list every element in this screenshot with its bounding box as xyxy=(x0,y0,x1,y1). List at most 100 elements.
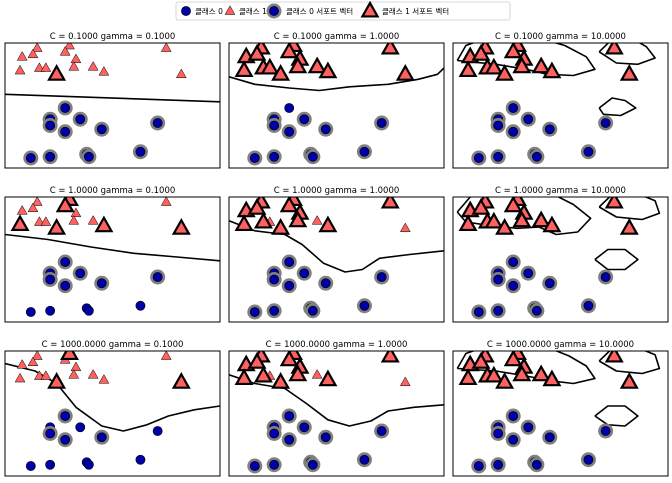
class0-support-vector xyxy=(266,272,282,287)
class1-point xyxy=(40,216,52,226)
class0-support-vector xyxy=(520,111,536,127)
class1-support-vector xyxy=(503,197,523,213)
subplot: C = 1000.0000 gamma = 0.1000 xyxy=(4,340,221,477)
class1-point xyxy=(40,370,52,380)
class0-support-vector xyxy=(598,115,614,131)
axes-frame xyxy=(228,196,445,323)
class0-support-vector xyxy=(580,298,596,314)
class1-support-vector xyxy=(604,351,624,363)
class0-support-vector xyxy=(296,419,312,435)
class1-support-vector xyxy=(253,365,273,383)
class1-point xyxy=(31,197,43,206)
class0-support-vector xyxy=(505,278,521,294)
class1-point xyxy=(70,207,82,218)
class0-point xyxy=(152,426,163,436)
class1-point xyxy=(98,66,110,76)
class1-support-vector xyxy=(619,64,639,81)
class1-support-vector xyxy=(471,198,491,215)
class0-support-vector xyxy=(42,272,58,287)
class1-support-vector xyxy=(234,60,254,78)
class1-support-vector xyxy=(318,369,338,387)
class0-support-vector xyxy=(94,275,110,291)
class0-support-vector xyxy=(520,419,536,435)
class0-support-vector xyxy=(505,124,521,140)
class1-support-vector xyxy=(619,218,639,235)
class1-point xyxy=(68,215,80,225)
class0-point xyxy=(83,459,94,470)
decision-boundary xyxy=(594,405,639,427)
class1-support-vector xyxy=(458,60,478,78)
class1-point xyxy=(27,202,39,213)
class1-support-vector xyxy=(247,352,267,369)
class0-support-vector xyxy=(57,432,73,448)
decision-boundary xyxy=(598,351,661,375)
class1-support-vector xyxy=(234,214,254,232)
class0-support-vector xyxy=(57,278,73,294)
class1-support-vector xyxy=(47,218,67,235)
class0-point xyxy=(45,459,56,470)
class1-support-vector xyxy=(288,56,308,74)
class1-point xyxy=(311,215,323,225)
class1-point xyxy=(160,351,172,360)
class0-support-vector xyxy=(529,303,545,319)
class0-support-vector xyxy=(57,124,73,140)
class1-support-vector xyxy=(171,218,191,235)
class0-support-vector xyxy=(356,452,372,468)
class1-support-vector xyxy=(47,64,67,81)
class1-support-vector xyxy=(380,197,400,209)
decision-boundary xyxy=(229,67,444,92)
class0-support-vector xyxy=(490,118,506,133)
class0-support-vector xyxy=(490,426,506,441)
class0-support-vector xyxy=(247,304,263,320)
class1-point xyxy=(175,68,187,79)
legend-frame xyxy=(175,1,511,21)
axes-frame xyxy=(452,196,669,323)
class0-support-vector xyxy=(281,432,297,448)
class1-support-vector xyxy=(495,218,515,235)
class1-point xyxy=(31,351,43,360)
class0-point xyxy=(135,454,146,465)
class1-support-vector xyxy=(495,372,515,389)
class1-support-vector xyxy=(234,368,254,386)
class0-point xyxy=(45,305,56,316)
legend-item: 클래스 0 서포트 벡터 xyxy=(266,3,353,19)
class0-support-vector xyxy=(356,144,372,160)
class0-support-vector xyxy=(281,124,297,140)
class1-support-vector xyxy=(288,210,308,228)
class0-support-vector xyxy=(247,150,263,166)
class0-support-vector xyxy=(94,121,110,137)
class1-support-vector xyxy=(495,64,515,81)
class0-support-vector xyxy=(266,149,282,165)
legend-label: 클래스 0 xyxy=(195,7,223,16)
class0-support-vector xyxy=(57,100,73,116)
class1-support-vector xyxy=(471,44,491,61)
class1-point xyxy=(87,215,99,225)
class1-point xyxy=(27,48,39,59)
class1-support-vector xyxy=(318,215,338,233)
legend-item: 클래스 1 xyxy=(224,5,267,16)
class0-support-vector xyxy=(356,298,372,314)
class1-support-vector xyxy=(288,364,308,382)
axes-frame xyxy=(452,42,669,169)
legend-label: 클래스 1 서포트 벡터 xyxy=(382,7,449,16)
class1-support-vector xyxy=(380,351,400,363)
class1-point xyxy=(160,43,172,52)
decision-boundary xyxy=(598,43,656,66)
subplot-title: C = 1000.0000 gamma = 10.0000 xyxy=(487,340,634,350)
class1-support-vector xyxy=(271,372,291,389)
class1-support-vector xyxy=(395,64,415,81)
subplot: C = 0.1000 gamma = 1.0000 xyxy=(228,32,445,169)
class1-point xyxy=(87,61,99,71)
subplot: C = 1.0000 gamma = 0.1000 xyxy=(4,186,221,323)
decision-boundary xyxy=(5,93,220,103)
class1-support-vector xyxy=(484,211,504,229)
class1-support-vector xyxy=(55,197,75,213)
subplot-title: C = 0.1000 gamma = 1.0000 xyxy=(274,32,400,42)
class0-support-vector xyxy=(580,144,596,160)
class1-support-vector xyxy=(512,364,532,382)
subplot-title: C = 1.0000 gamma = 0.1000 xyxy=(50,186,176,196)
class0-support-vector xyxy=(266,118,282,133)
class1-support-vector xyxy=(318,61,338,79)
class1-point xyxy=(70,53,82,64)
